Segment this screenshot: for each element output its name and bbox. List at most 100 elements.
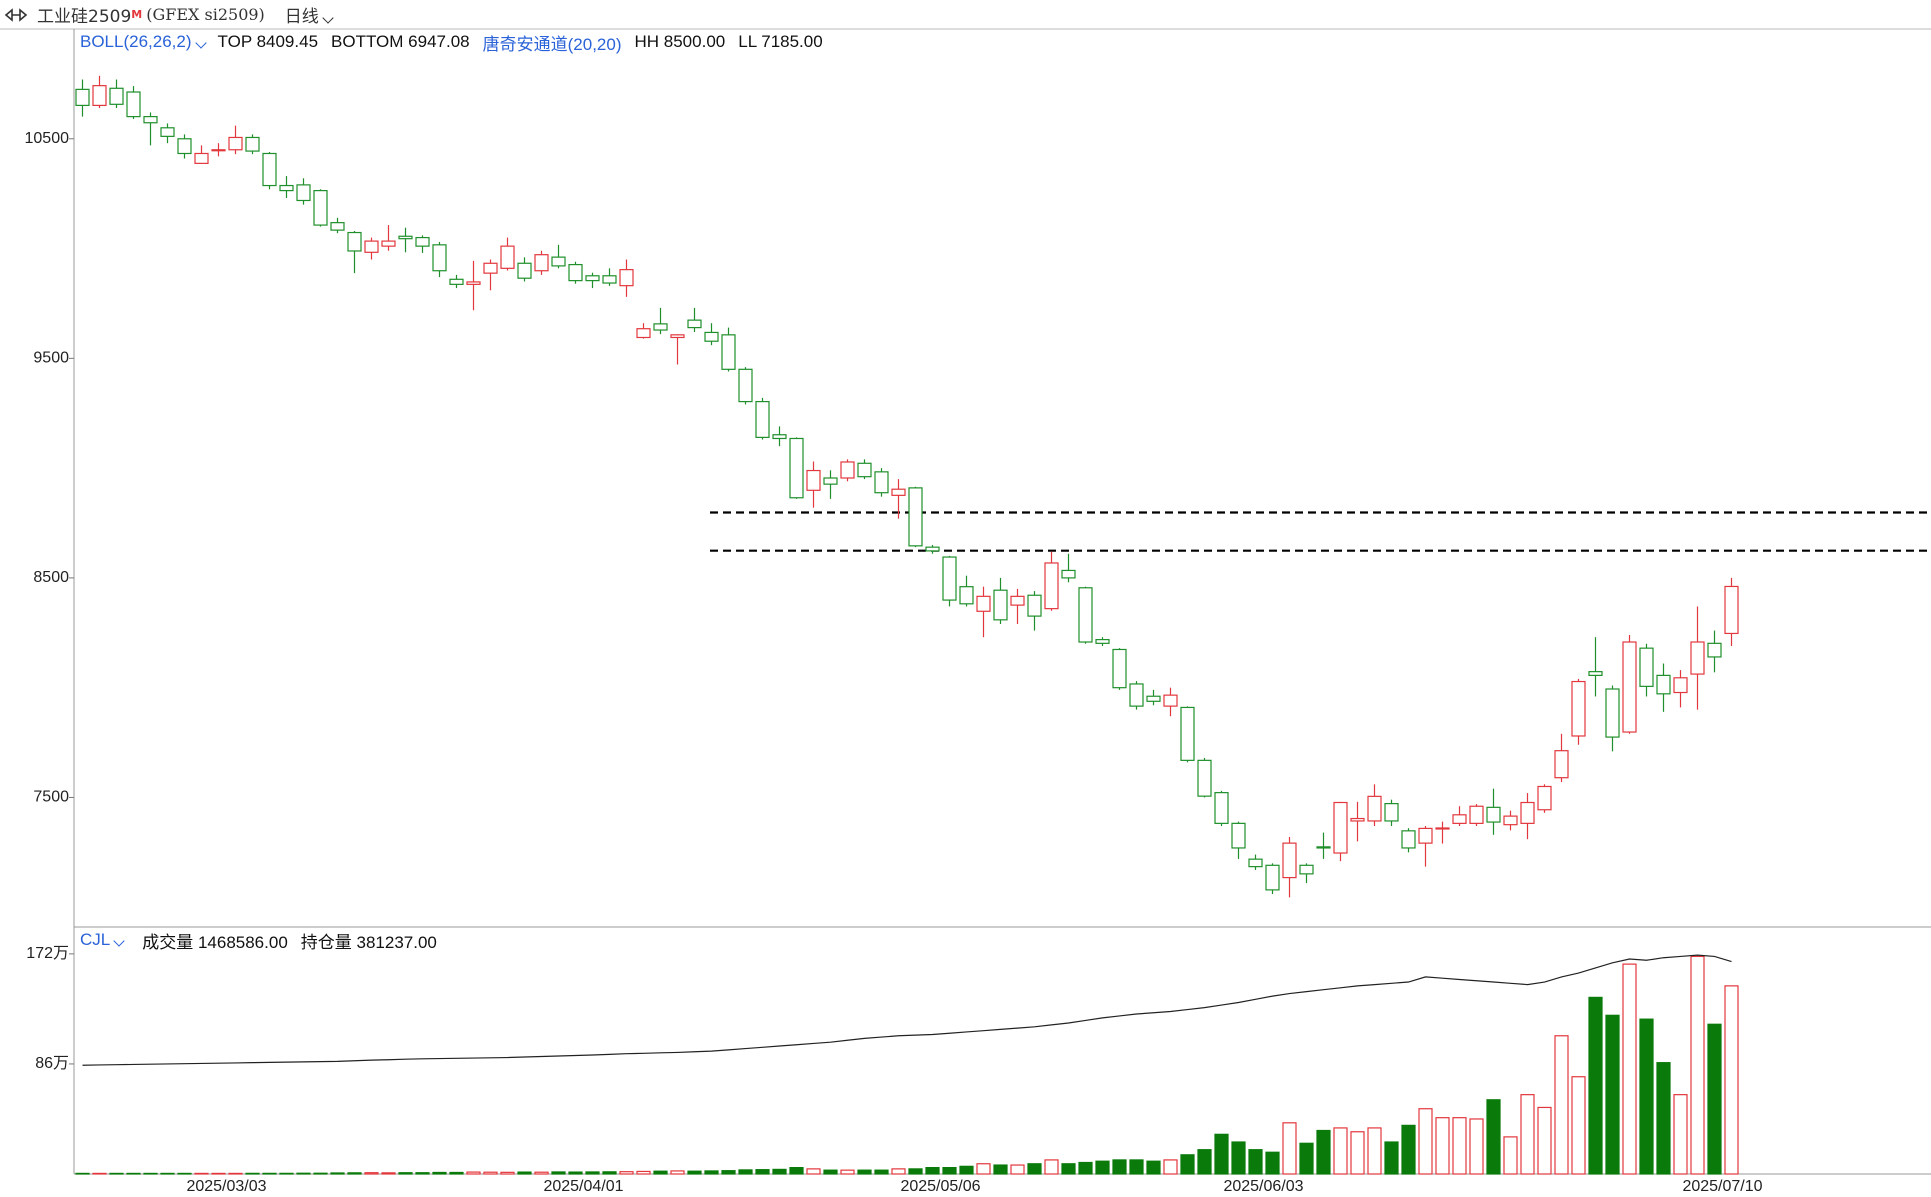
candle-body xyxy=(1282,842,1297,879)
volume-bar xyxy=(177,1172,192,1175)
volume-bar xyxy=(1333,1127,1348,1175)
candle-body xyxy=(1588,671,1603,676)
y-tick-label: 10500 xyxy=(25,130,70,147)
period-select[interactable]: 日线 xyxy=(285,2,334,27)
volume-bar xyxy=(1622,963,1637,1175)
volume-bar xyxy=(585,1171,600,1175)
volume-bar xyxy=(670,1170,685,1175)
x-tick-label: 2025/07/10 xyxy=(1682,1178,1762,1195)
volume-bar xyxy=(772,1168,787,1175)
indicator-boll[interactable]: BOLL(26,26,2) xyxy=(80,32,207,52)
volume-bar xyxy=(1316,1129,1331,1175)
volume-bar xyxy=(1520,1094,1535,1175)
volume-bar xyxy=(483,1171,498,1175)
candle-body xyxy=(908,487,923,547)
candle-body xyxy=(415,236,430,247)
candle-body xyxy=(517,262,532,279)
y-tick-label: 9500 xyxy=(33,350,69,367)
volume-indicators: CJL 成交量 1468586.00 持仓量 381237.00 xyxy=(80,928,437,952)
volume-bar xyxy=(262,1172,277,1175)
volume-bar xyxy=(109,1172,124,1175)
volume-bar xyxy=(959,1165,974,1175)
candle-body xyxy=(534,254,549,272)
candle-body xyxy=(313,189,328,226)
x-tick-label: 2025/03/03 xyxy=(186,1178,266,1195)
candle-body xyxy=(500,245,515,269)
volume-bar xyxy=(75,1172,90,1175)
candle-body xyxy=(92,85,107,107)
candle-body xyxy=(160,127,175,137)
candle-body xyxy=(772,434,787,440)
candle-body xyxy=(1401,830,1416,849)
y-tick-label: 8500 xyxy=(33,569,69,586)
volume-bar xyxy=(1282,1122,1297,1175)
volume-bar xyxy=(1707,1023,1722,1175)
volume-bar xyxy=(449,1171,464,1175)
candle-body xyxy=(823,477,838,485)
candle-body xyxy=(1333,801,1348,854)
candle-body xyxy=(670,334,685,339)
candle-body xyxy=(1724,585,1739,635)
icon-back-forward[interactable] xyxy=(3,5,29,25)
candle-body xyxy=(1418,827,1433,844)
volume-bar xyxy=(1486,1099,1501,1175)
candle-body xyxy=(942,556,957,601)
candle-body xyxy=(1061,569,1076,579)
candle-body xyxy=(483,262,498,274)
volume-bar xyxy=(636,1170,651,1175)
volume-bar xyxy=(1418,1108,1433,1175)
candle-body xyxy=(1452,814,1467,824)
candle-body xyxy=(1554,750,1569,779)
candle-body xyxy=(602,275,617,284)
volume-bar xyxy=(1146,1160,1161,1175)
volume-bar xyxy=(551,1171,566,1175)
indicator-value: 成交量 1468586.00 xyxy=(142,932,288,952)
volume-bar xyxy=(160,1172,175,1175)
candle-body xyxy=(1656,674,1671,695)
volume-bar xyxy=(976,1163,991,1175)
candle-body xyxy=(1248,858,1263,868)
volume-bar xyxy=(1724,985,1739,1175)
candle-body xyxy=(109,87,124,105)
volume-bar xyxy=(721,1170,736,1175)
candle-body xyxy=(1163,694,1178,707)
candle-body xyxy=(194,152,209,164)
candle-body xyxy=(993,589,1008,621)
volume-bar xyxy=(381,1172,396,1175)
volume-bar xyxy=(908,1168,923,1175)
volume-bar xyxy=(1503,1136,1518,1175)
volume-bar xyxy=(1350,1131,1365,1175)
volume-bar xyxy=(398,1172,413,1175)
candle-body xyxy=(296,184,311,202)
candle-body xyxy=(1010,595,1025,606)
candle-body xyxy=(262,152,277,187)
candle-body xyxy=(1129,683,1144,707)
volume-bar xyxy=(1163,1159,1178,1175)
indicator-cjl[interactable]: CJL xyxy=(80,930,125,950)
volume-bar xyxy=(1231,1141,1246,1175)
volume-bar xyxy=(1673,1094,1688,1175)
volume-bar xyxy=(1656,1062,1671,1175)
candle-body xyxy=(1486,806,1501,823)
indicator-name: CJL xyxy=(80,930,111,949)
volume-bar xyxy=(1554,1035,1569,1175)
candle-body xyxy=(1537,785,1552,811)
volume-bar xyxy=(755,1169,770,1175)
candle-body xyxy=(1690,641,1705,675)
candle-body xyxy=(1622,641,1637,733)
volume-bar xyxy=(1690,955,1705,1175)
volume-bar xyxy=(789,1167,804,1175)
candle-body xyxy=(738,368,753,403)
volume-bar xyxy=(126,1172,141,1175)
volume-bar xyxy=(1214,1133,1229,1175)
volume-bar xyxy=(942,1167,957,1175)
candle-body xyxy=(857,462,872,478)
candle-body xyxy=(466,281,481,285)
volume-bar xyxy=(296,1172,311,1175)
candle-body xyxy=(721,334,736,370)
candle-body xyxy=(347,231,362,252)
volume-bar xyxy=(1248,1149,1263,1175)
volume-bar xyxy=(1078,1161,1093,1175)
volume-bar xyxy=(245,1172,260,1175)
